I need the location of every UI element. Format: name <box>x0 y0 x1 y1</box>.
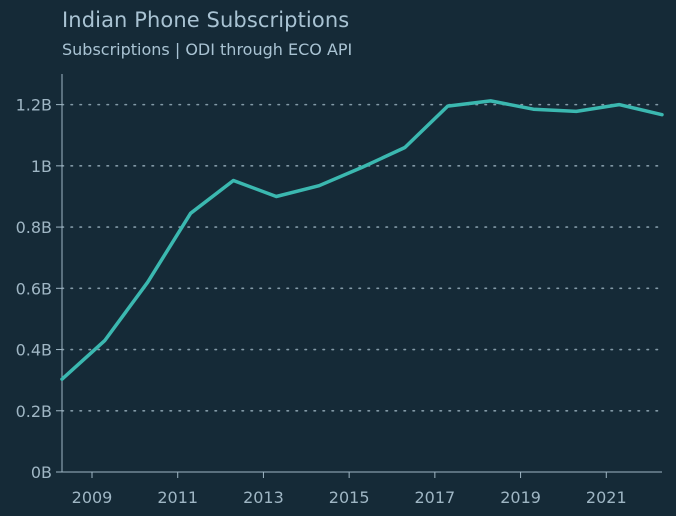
y-tick-label: 1B <box>31 157 52 176</box>
y-tick-label: 0.6B <box>16 279 52 298</box>
x-tick-label: 2017 <box>414 488 455 507</box>
chart-subtitle: Subscriptions | ODI through ECO API <box>62 40 353 59</box>
x-tick-label: 2021 <box>586 488 627 507</box>
chart-title: Indian Phone Subscriptions <box>62 8 350 32</box>
y-tick-label: 0.2B <box>16 402 52 421</box>
series-line <box>60 99 664 381</box>
x-tick-label: 2019 <box>500 488 541 507</box>
x-tick-label: 2011 <box>157 488 198 507</box>
y-tick-label: 1.2B <box>16 96 52 115</box>
y-tick-label: 0B <box>31 463 52 482</box>
x-tick-label: 2009 <box>72 488 113 507</box>
y-tick-label: 0.8B <box>16 218 52 237</box>
x-tick-label: 2013 <box>243 488 284 507</box>
y-tick-label: 0.4B <box>16 341 52 360</box>
x-tick-label: 2015 <box>329 488 370 507</box>
